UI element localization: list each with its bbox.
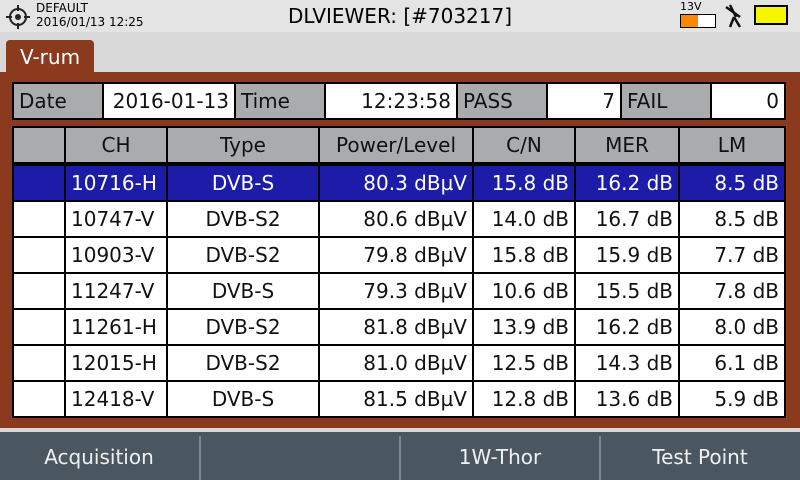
softkey[interactable]: 1W-Thor bbox=[458, 445, 542, 469]
table-cell: 10747-V bbox=[66, 202, 166, 236]
column-header: LM bbox=[680, 128, 784, 162]
softkey[interactable]: Test Point bbox=[652, 445, 748, 469]
table-cell: 7.7 dB bbox=[680, 238, 784, 272]
table-cell: 15.8 dB bbox=[474, 238, 574, 272]
summary-value: 2016-01-13 bbox=[104, 84, 234, 118]
table-cell: 12015-H bbox=[66, 346, 166, 380]
row-marker bbox=[14, 202, 64, 236]
tab[interactable]: V-rum bbox=[6, 40, 94, 76]
screen-title: DLVIEWER: [#703217] bbox=[287, 4, 513, 28]
voltage: 13V bbox=[680, 0, 702, 13]
table-cell: 81.8 dBµV bbox=[320, 310, 472, 344]
table-cell: 10716-H bbox=[66, 166, 166, 200]
summary-label: PASS bbox=[458, 84, 546, 118]
row-marker bbox=[14, 166, 64, 200]
header-cell bbox=[14, 128, 64, 162]
table-cell: 15.8 dB bbox=[474, 166, 574, 200]
table-cell: 81.5 dBµV bbox=[320, 382, 472, 416]
table-cell: 13.9 dB bbox=[474, 310, 574, 344]
softkey[interactable]: Acquisition bbox=[44, 445, 154, 469]
table-cell: DVB-S bbox=[168, 166, 318, 200]
profile: DEFAULT bbox=[36, 1, 88, 15]
table-cell: 6.1 dB bbox=[680, 346, 784, 380]
table-cell: 80.6 dBµV bbox=[320, 202, 472, 236]
table-cell: 13.6 dB bbox=[576, 382, 678, 416]
table-cell: DVB-S2 bbox=[168, 310, 318, 344]
table-cell: DVB-S bbox=[168, 382, 318, 416]
table-cell: 7.8 dB bbox=[680, 274, 784, 308]
row-marker bbox=[14, 238, 64, 272]
table-cell: 10.6 dB bbox=[474, 274, 574, 308]
column-header: MER bbox=[576, 128, 678, 162]
divider bbox=[399, 436, 401, 480]
table-cell: 80.3 dBµV bbox=[320, 166, 472, 200]
table-cell: 8.5 dB bbox=[680, 166, 784, 200]
divider bbox=[599, 436, 601, 480]
status-bar bbox=[0, 0, 800, 32]
table-cell: 15.5 dB bbox=[576, 274, 678, 308]
softkey[interactable] bbox=[201, 434, 399, 480]
row-marker bbox=[14, 346, 64, 380]
row-marker bbox=[14, 274, 64, 308]
summary-value: 0 bbox=[712, 84, 784, 118]
table-cell: 12.8 dB bbox=[474, 382, 574, 416]
column-header: Type bbox=[168, 128, 318, 162]
table-cell: 16.2 dB bbox=[576, 166, 678, 200]
divider bbox=[199, 436, 201, 480]
table-cell: 11261-H bbox=[66, 310, 166, 344]
table-cell: 16.2 dB bbox=[576, 310, 678, 344]
table-cell: 15.9 dB bbox=[576, 238, 678, 272]
summary-value: 12:23:58 bbox=[326, 84, 456, 118]
table-cell: 14.0 dB bbox=[474, 202, 574, 236]
table-cell: DVB-S2 bbox=[168, 238, 318, 272]
table-cell: 81.0 dBµV bbox=[320, 346, 472, 380]
column-header: C/N bbox=[474, 128, 574, 162]
row-marker bbox=[14, 382, 64, 416]
table-cell: 79.8 dBµV bbox=[320, 238, 472, 272]
lnb-indicator bbox=[680, 14, 716, 28]
antenna-icon bbox=[725, 4, 742, 28]
table-cell: 10903-V bbox=[66, 238, 166, 272]
table-cell: 8.0 dB bbox=[680, 310, 784, 344]
table-cell: 12.5 dB bbox=[474, 346, 574, 380]
datetime: 2016/01/13 12:25 bbox=[36, 15, 144, 29]
table-cell: DVB-S2 bbox=[168, 346, 318, 380]
table-cell: 79.3 dBµV bbox=[320, 274, 472, 308]
column-header: CH bbox=[66, 128, 166, 162]
row-marker bbox=[14, 310, 64, 344]
table-cell: 8.5 dB bbox=[680, 202, 784, 236]
gps-icon bbox=[6, 5, 30, 29]
summary-label: Time bbox=[236, 84, 324, 118]
summary-label: Date bbox=[14, 84, 102, 118]
battery bbox=[754, 5, 788, 25]
summary-label: FAIL bbox=[622, 84, 710, 118]
table-cell: DVB-S2 bbox=[168, 202, 318, 236]
table-cell: DVB-S bbox=[168, 274, 318, 308]
table-cell: 16.7 dB bbox=[576, 202, 678, 236]
table-cell: 5.9 dB bbox=[680, 382, 784, 416]
table-cell: 11247-V bbox=[66, 274, 166, 308]
table-cell: 12418-V bbox=[66, 382, 166, 416]
column-header: Power/Level bbox=[320, 128, 472, 162]
summary-value: 7 bbox=[548, 84, 620, 118]
table-cell: 14.3 dB bbox=[576, 346, 678, 380]
